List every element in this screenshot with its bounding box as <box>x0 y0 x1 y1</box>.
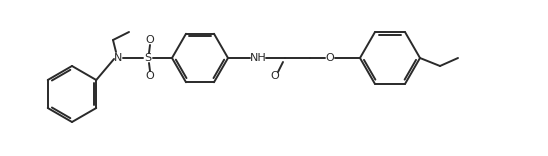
Text: O: O <box>146 71 155 81</box>
Text: O: O <box>146 35 155 45</box>
Text: N: N <box>114 53 122 63</box>
Text: NH: NH <box>250 53 266 63</box>
Text: O: O <box>326 53 334 63</box>
Text: S: S <box>145 53 152 63</box>
Text: O: O <box>271 71 279 81</box>
